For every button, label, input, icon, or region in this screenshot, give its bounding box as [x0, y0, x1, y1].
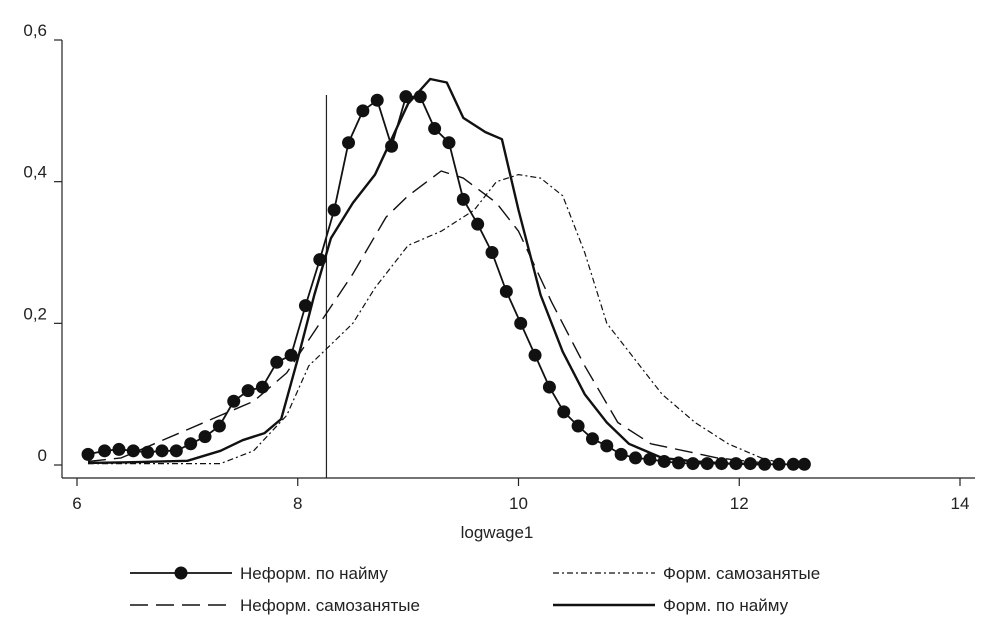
series-1-point	[112, 442, 126, 456]
y-tick-label: 0,4	[23, 163, 47, 182]
legend: Неформ. по найму Форм. самозанятые Неформ.…	[130, 564, 820, 615]
series-line-2	[87, 170, 773, 465]
legend-label-4: Форм. по найму	[663, 596, 789, 615]
series-1-point	[298, 299, 312, 313]
x-tick-label: 14	[951, 494, 970, 513]
series-1-point	[772, 457, 786, 471]
series-1-point	[499, 284, 513, 298]
series-1-point	[700, 457, 714, 471]
series-1-point	[198, 430, 212, 444]
x-tick-label: 12	[730, 494, 749, 513]
series-layer	[81, 77, 811, 478]
series-1-point	[456, 192, 470, 206]
series-1-point	[797, 457, 811, 471]
series-1-point	[600, 439, 614, 453]
series-1-point	[743, 457, 757, 471]
series-1-point	[399, 90, 413, 104]
series-1-point	[327, 203, 341, 217]
series-line-4	[87, 77, 762, 466]
series-1-point	[155, 444, 169, 458]
series-1-point	[313, 253, 327, 267]
series-1-point	[98, 444, 112, 458]
series-line-3	[88, 174, 784, 465]
series-1-point	[786, 457, 800, 471]
series-1-point	[255, 380, 269, 394]
series-1-point	[729, 457, 743, 471]
y-tick-label: 0,2	[23, 304, 47, 323]
x-axis-label: logwage1	[461, 523, 534, 542]
series-line-1	[87, 95, 805, 466]
series-1-point	[643, 452, 657, 466]
y-tick-label: 0,6	[23, 21, 47, 40]
series-1-point	[485, 246, 499, 259]
series-1-point	[442, 136, 456, 150]
series-1-point	[428, 122, 442, 136]
series-1-point	[141, 445, 155, 459]
series-1-point	[169, 444, 183, 458]
series-1-point	[672, 456, 686, 470]
x-tick-label: 6	[72, 494, 81, 513]
series-1-point	[370, 93, 384, 107]
series-1-point	[471, 217, 485, 231]
series-1-point	[184, 437, 198, 451]
series-1-point	[385, 139, 399, 153]
series-1-point	[758, 457, 772, 471]
series-1-point	[342, 136, 356, 150]
axes	[61, 40, 975, 479]
series-1-point	[270, 355, 284, 369]
y-tick-label: 0	[38, 446, 47, 465]
legend-label-3: Форм. самозанятые	[663, 564, 820, 583]
series-1-point	[212, 419, 226, 433]
series-1-point	[356, 104, 370, 118]
series-1-point	[528, 348, 542, 362]
series-1-point	[715, 457, 729, 471]
ticks: 6 8 10 12 14 0 0,2 0,4 0,6	[23, 21, 969, 513]
legend-label-1: Неформ. по найму	[240, 564, 388, 583]
series-1-point	[81, 447, 95, 461]
series-1-point	[284, 348, 298, 362]
x-tick-label: 10	[509, 494, 528, 513]
series-1-point	[585, 432, 599, 446]
series-1-point	[542, 380, 556, 394]
series-1-point	[413, 90, 427, 104]
series-1-point	[557, 405, 571, 419]
series-1-point	[241, 384, 255, 398]
series-1-point	[657, 454, 671, 468]
x-tick-label: 8	[293, 494, 302, 513]
legend-label-2: Неформ. самозанятые	[240, 596, 420, 615]
series-1-point	[614, 447, 628, 461]
legend-marker	[174, 566, 188, 580]
series-1-point	[227, 394, 241, 408]
series-1-point	[514, 316, 528, 330]
series-1-point	[571, 419, 585, 433]
series-1-point	[126, 444, 140, 458]
series-1-point	[628, 451, 642, 465]
series-1-point	[686, 457, 700, 471]
